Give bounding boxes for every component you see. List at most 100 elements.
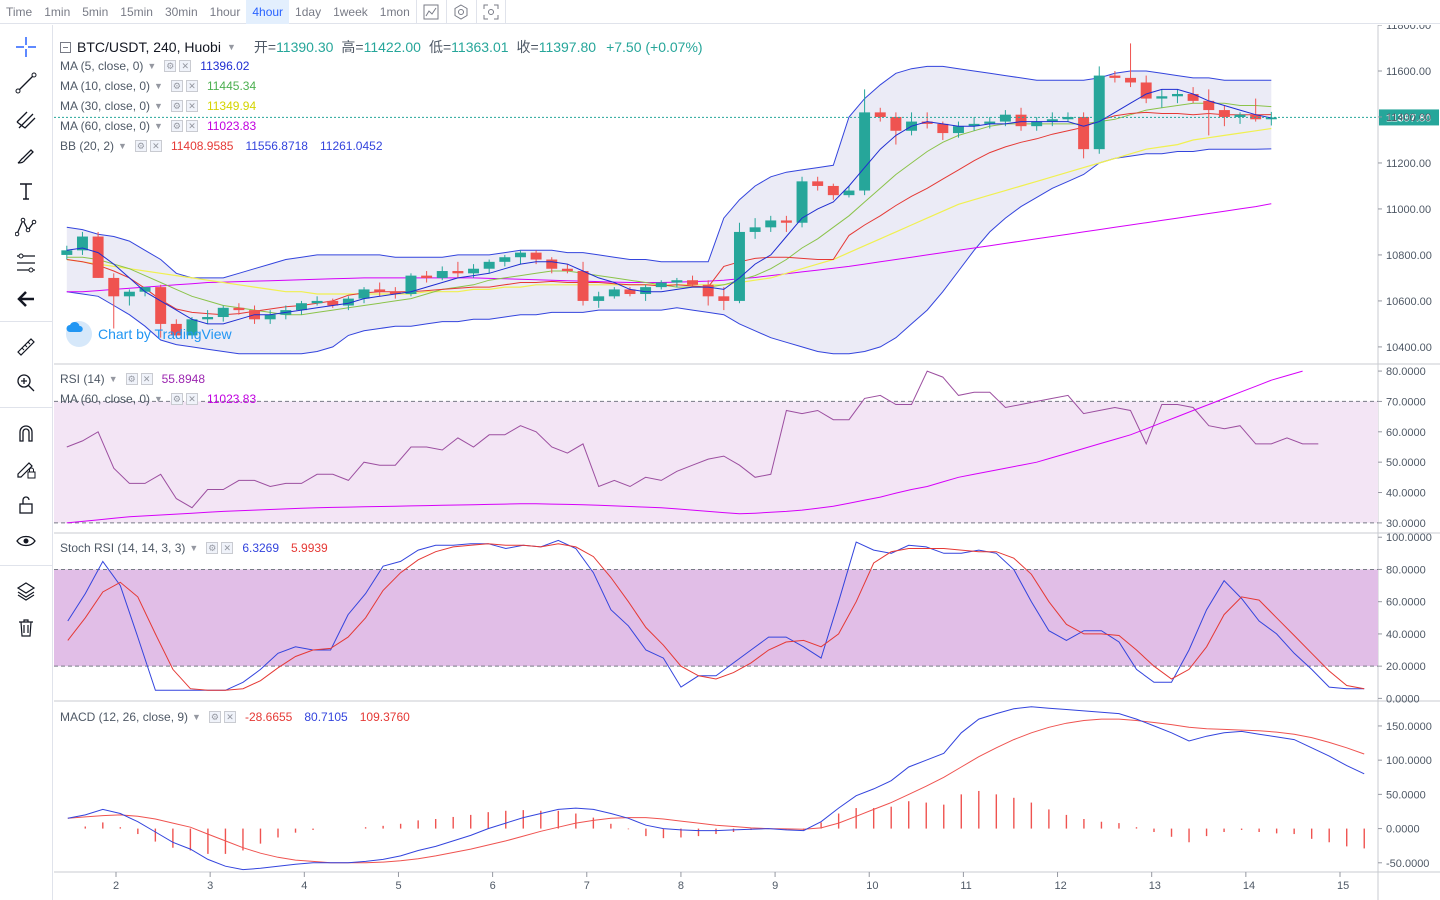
gear-icon[interactable]: ⚙ <box>206 542 219 554</box>
close-icon[interactable]: ✕ <box>223 711 236 723</box>
dropdown-icon[interactable]: ▼ <box>154 121 163 131</box>
timeframe-1week[interactable]: 1week <box>333 4 368 19</box>
close-icon[interactable]: ✕ <box>221 542 234 554</box>
candle-body <box>327 300 339 306</box>
rsi-tick-label: 60.0000 <box>1386 427 1426 439</box>
rsi-ma-legend[interactable]: MA (60, close, 0) ▼ ⚙ ✕ 11023.83 <box>60 392 262 406</box>
text-icon[interactable] <box>9 177 43 205</box>
candle-body <box>295 303 307 311</box>
gear-icon[interactable]: ⚙ <box>164 60 177 72</box>
back-arrow-icon[interactable] <box>9 285 43 313</box>
timeframe-5min[interactable]: 5min <box>82 4 109 19</box>
timeframe-1day[interactable]: 1day <box>295 4 322 19</box>
crosshair-icon[interactable] <box>9 33 43 61</box>
chart-canvas[interactable]: 11397.80 11800.00 11600.00 11400.00 11200.00… <box>54 25 1440 900</box>
ma60-label: MA (60, close, 0) <box>60 119 151 133</box>
close-icon[interactable]: ✕ <box>140 373 153 385</box>
symbol-dropdown-icon[interactable]: ▼ <box>226 42 236 52</box>
pattern-icon[interactable] <box>9 213 43 241</box>
close-icon[interactable]: ✕ <box>185 120 198 132</box>
price-tick-label: 11800.00 <box>1386 25 1431 32</box>
dropdown-icon[interactable]: ▼ <box>118 141 127 151</box>
close-icon[interactable]: ✕ <box>185 100 198 112</box>
timeframe-time[interactable]: Time <box>6 4 33 19</box>
layers-icon[interactable] <box>9 577 43 605</box>
fib-icon[interactable] <box>9 249 43 277</box>
candle-body <box>186 319 198 336</box>
macd-legend[interactable]: MACD (12, 26, close, 9) ▼ ⚙ ✕ -28.6655 80.… <box>60 710 416 724</box>
candle-body <box>1234 114 1246 117</box>
candle-body <box>827 185 839 196</box>
timeframe-30min[interactable]: 30min <box>164 4 198 19</box>
candle-body <box>593 296 605 301</box>
gear-icon[interactable]: ⚙ <box>125 373 138 385</box>
brush-icon[interactable] <box>9 141 43 169</box>
timeframe-4hour[interactable]: 4hour <box>246 0 290 24</box>
ruler-icon[interactable] <box>9 333 43 361</box>
candle-body <box>780 220 792 223</box>
symbol-label[interactable]: BTC/USDT, 240, Huobi <box>77 39 221 55</box>
candle-style-icon[interactable] <box>415 0 446 24</box>
zoom-icon[interactable] <box>9 369 43 397</box>
stoch-k-value: 6.3269 <box>242 541 280 555</box>
stoch-tick-label: 40.0000 <box>1386 629 1426 641</box>
trash-icon[interactable] <box>9 613 43 641</box>
candle-body <box>968 123 980 127</box>
close-icon[interactable]: ✕ <box>185 80 198 92</box>
dropdown-icon[interactable]: ▼ <box>154 81 163 91</box>
stoch-d-line <box>67 543 1365 691</box>
unlock-icon[interactable] <box>9 491 43 519</box>
price-tick-label: 11000.00 <box>1386 204 1431 216</box>
close-icon[interactable]: ✕ <box>179 60 192 72</box>
ma30-legend[interactable]: MA (30, close, 0) ▼ ⚙ ✕ 11349.94 <box>60 99 262 113</box>
rsi-tick-label: 70.0000 <box>1386 396 1426 408</box>
collapse-icon[interactable] <box>60 41 71 53</box>
rsi-tick-label: 40.0000 <box>1386 488 1426 500</box>
candle-body <box>92 236 104 278</box>
candle-body <box>499 257 511 262</box>
dropdown-icon[interactable]: ▼ <box>108 374 118 384</box>
stoch-legend[interactable]: Stoch RSI (14, 14, 3, 3) ▼ ⚙ ✕ 6.3269 5.99… <box>60 541 334 555</box>
close-icon[interactable]: ✕ <box>185 393 198 405</box>
top-toolbar: Time 1min 5min 15min 30min 1hour 4hour 1… <box>0 0 1440 24</box>
eye-icon[interactable] <box>9 527 43 555</box>
gear-icon[interactable]: ⚙ <box>208 711 221 723</box>
candle-body <box>421 275 433 278</box>
timeframe-1hour[interactable]: 1hour <box>209 4 241 19</box>
gear-icon[interactable]: ⚙ <box>170 100 183 112</box>
rsi-legend[interactable]: RSI (14) ▼ ⚙ ✕ 55.8948 <box>60 372 211 386</box>
dropdown-icon[interactable]: ▼ <box>192 712 201 722</box>
gear-icon[interactable]: ⚙ <box>170 80 183 92</box>
ma5-legend[interactable]: MA (5, close, 0) ▼ ⚙ ✕ 11396.02 <box>60 59 255 73</box>
pitchfork-icon[interactable] <box>9 105 43 133</box>
gear-icon[interactable]: ⚙ <box>134 140 147 152</box>
macd-label: MACD (12, 26, close, 9) <box>60 710 189 724</box>
dropdown-icon[interactable]: ▼ <box>147 61 157 71</box>
fullscreen-icon[interactable] <box>475 0 506 24</box>
stoch-label: Stoch RSI (14, 14, 3, 3) <box>60 541 186 555</box>
lock-drawing-icon[interactable] <box>9 455 43 483</box>
timeframe-15min[interactable]: 15min <box>120 4 153 19</box>
dropdown-icon[interactable]: ▼ <box>189 543 199 553</box>
dropdown-icon[interactable]: ▼ <box>154 101 163 111</box>
timeframe-1mon[interactable]: 1mon <box>379 4 410 19</box>
timeframe-1min[interactable]: 1min <box>44 4 71 19</box>
candle-body <box>311 300 323 304</box>
candle-body <box>921 121 933 124</box>
candle-body <box>624 289 636 295</box>
trendline-icon[interactable] <box>9 69 43 97</box>
candle-body <box>1125 77 1137 83</box>
candle-body <box>874 112 886 117</box>
chart-area[interactable]: 11397.80 11800.00 11600.00 11400.00 11200.00… <box>54 25 1440 900</box>
dropdown-icon[interactable]: ▼ <box>154 394 163 404</box>
magnet-icon[interactable] <box>9 419 43 447</box>
ma60-legend[interactable]: MA (60, close, 0) ▼ ⚙ ✕ 11023.83 <box>60 119 262 133</box>
settings-icon[interactable] <box>445 0 476 24</box>
bb-legend[interactable]: BB (20, 2) ▼ ⚙ ✕ 11408.9585 11556.8718 112… <box>60 139 389 153</box>
close-icon[interactable]: ✕ <box>149 140 162 152</box>
tradingview-watermark[interactable]: Chart by TradingView <box>66 321 232 347</box>
gear-icon[interactable]: ⚙ <box>170 120 183 132</box>
candle-body <box>812 181 824 186</box>
ma10-legend[interactable]: MA (10, close, 0) ▼ ⚙ ✕ 11445.34 <box>60 79 262 93</box>
gear-icon[interactable]: ⚙ <box>170 393 183 405</box>
